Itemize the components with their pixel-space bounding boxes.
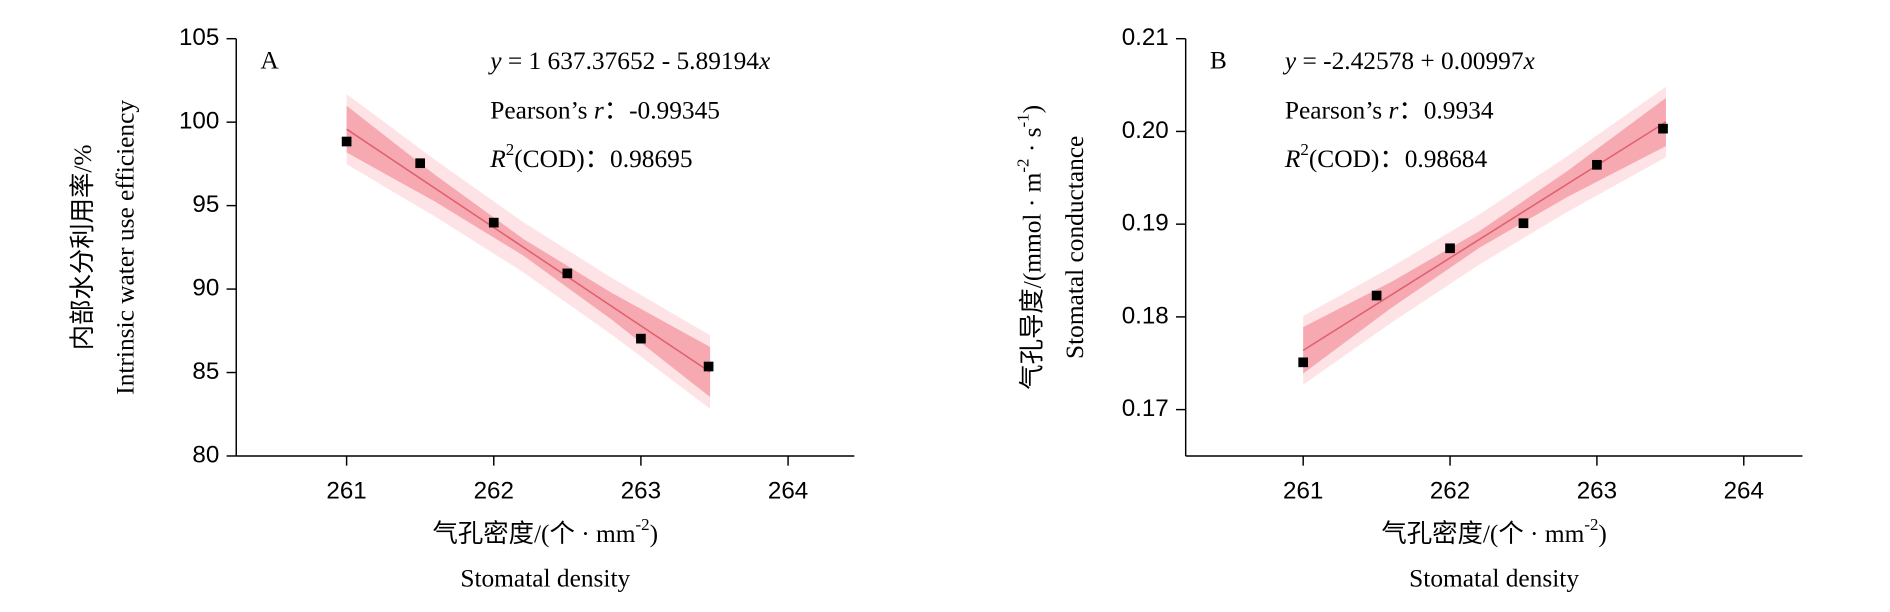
text-segment: -2 xyxy=(635,515,649,534)
regression-equation: y = -2.42578 + 0.00997x xyxy=(1282,47,1536,75)
data-point xyxy=(636,333,646,344)
x-axis-label: Stomatal density xyxy=(460,564,630,592)
x-tick-label: 261 xyxy=(1283,478,1323,505)
text-segment: 气孔密度/(个 · mm xyxy=(432,520,635,548)
pearson-r: Pearson’s r：-0.99345 xyxy=(490,96,720,124)
text-segment: Pearson’s xyxy=(490,96,594,124)
y-tick-label: 90 xyxy=(192,274,219,301)
x-tick-label: 264 xyxy=(768,478,808,505)
text-segment: ) xyxy=(650,520,658,548)
r-squared: R2(COD)：0.98684 xyxy=(1284,140,1488,172)
data-point xyxy=(415,158,426,169)
text-segment: 气孔导度/(mmol · m xyxy=(1018,172,1046,389)
text-segment: Stomatal conductance xyxy=(1061,136,1089,359)
text-segment: ) xyxy=(1598,520,1606,548)
y-tick-label: 95 xyxy=(192,191,219,218)
text-segment: r xyxy=(594,96,604,124)
data-point xyxy=(1658,123,1668,134)
text-segment: R xyxy=(1284,145,1301,173)
data-point xyxy=(1518,218,1529,229)
y-axis-label: 内部水分利用率/% xyxy=(69,144,97,350)
y-tick-label: 0.20 xyxy=(1122,117,1169,144)
text-segment: y xyxy=(1282,47,1297,75)
x-tick-label: 263 xyxy=(1577,478,1617,505)
fit-line xyxy=(1302,121,1667,352)
pearson-r: Pearson’s r：0.9934 xyxy=(1285,96,1494,124)
text-segment: · s xyxy=(1018,128,1046,159)
x-tick-label: 262 xyxy=(1430,478,1470,505)
text-segment: R xyxy=(489,145,506,173)
text-segment: x xyxy=(1523,47,1536,75)
data-point xyxy=(1298,357,1309,368)
text-segment: = -2.42578 + 0.00997 xyxy=(1296,47,1523,75)
y-tick-label: 0.17 xyxy=(1122,395,1169,422)
text-segment: (COD)：0.98684 xyxy=(1309,145,1488,173)
panel: 0.17 0.18 0.19 0.20 0.21 261 262 263 264 B y = -2.… xyxy=(1014,24,1803,592)
fit-line xyxy=(346,128,711,373)
text-segment: 2 xyxy=(1300,140,1308,159)
text-segment: Stomatal density xyxy=(460,564,630,592)
text-segment: 2 xyxy=(506,140,514,159)
x-tick-label: 261 xyxy=(326,478,366,505)
text-segment: Pearson’s xyxy=(1285,96,1389,124)
y-tick-label: 0.19 xyxy=(1122,210,1169,237)
data-point xyxy=(703,361,714,372)
y-tick-label: 80 xyxy=(192,441,219,468)
data-point xyxy=(341,136,352,147)
panel-label: B xyxy=(1210,47,1227,75)
y-tick-label: 85 xyxy=(192,358,219,385)
text-segment: -2 xyxy=(1584,515,1598,534)
y-axis-label: Intrinsic water use efficiency xyxy=(111,100,139,395)
data-point xyxy=(488,217,499,228)
data-point xyxy=(1371,290,1382,301)
y-axis-label: 气孔导度/(mmol · m-2 · s-1) xyxy=(1014,105,1046,390)
x-tick-label: 262 xyxy=(474,478,514,505)
text-segment: y xyxy=(487,47,502,75)
text-segment: (COD)：0.98695 xyxy=(514,145,692,173)
regression-equation: y = 1 637.37652 - 5.89194x xyxy=(487,47,771,75)
x-axis-label: Stomatal density xyxy=(1409,564,1579,592)
data-point xyxy=(562,268,573,279)
y-tick-label: 100 xyxy=(179,108,219,135)
r-squared: R2(COD)：0.98695 xyxy=(489,140,692,172)
y-tick-label: 105 xyxy=(179,24,219,51)
text-segment: 内部水分利用率/% xyxy=(69,144,97,350)
text-segment: ：0.9934 xyxy=(1398,96,1493,124)
text-segment: ) xyxy=(1018,105,1046,113)
text-segment: r xyxy=(1388,96,1398,124)
x-axis-label: 气孔密度/(个 · mm-2) xyxy=(432,515,658,547)
x-tick-label: 264 xyxy=(1724,478,1764,505)
text-segment: 气孔密度/(个 · mm xyxy=(1381,520,1584,548)
text-segment: Intrinsic water use efficiency xyxy=(111,100,139,395)
text-segment: ：-0.99345 xyxy=(604,96,720,124)
x-tick-label: 263 xyxy=(621,478,661,505)
y-tick-label: 0.21 xyxy=(1122,24,1169,51)
panel: 80 85 90 95 100 105 261 262 263 264 A y = 1 637.376… xyxy=(69,24,855,592)
y-tick-label: 0.18 xyxy=(1122,302,1169,329)
text-segment: -1 xyxy=(1014,113,1033,127)
x-axis-label: 气孔密度/(个 · mm-2) xyxy=(1381,515,1607,547)
text-segment: Stomatal density xyxy=(1409,564,1579,592)
y-axis-label: Stomatal conductance xyxy=(1061,136,1089,359)
text-segment: -2 xyxy=(1014,159,1033,173)
text-segment: x xyxy=(758,47,771,75)
data-point xyxy=(1445,243,1455,254)
panel-label: A xyxy=(260,47,279,75)
text-segment: = 1 637.37652 - 5.89194 xyxy=(501,47,759,75)
data-point xyxy=(1592,159,1602,170)
